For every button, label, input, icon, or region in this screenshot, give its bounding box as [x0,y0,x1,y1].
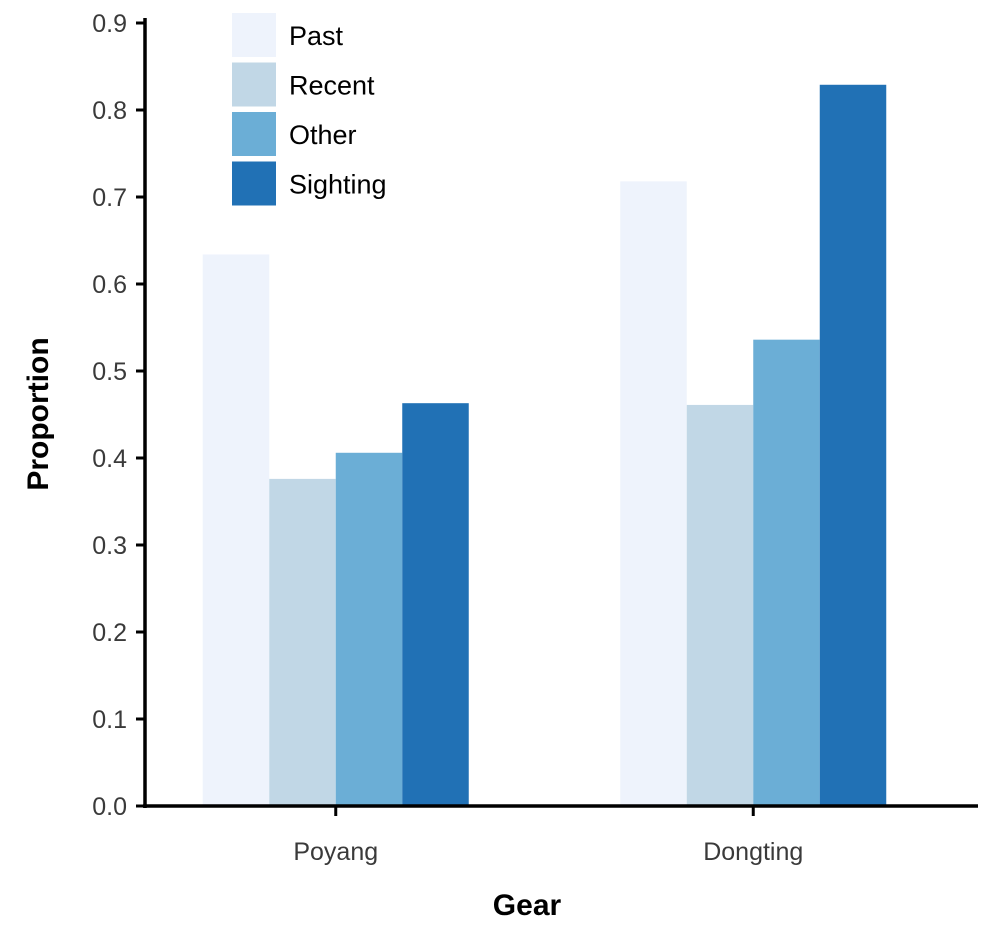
y-tick-label: 0.4 [92,445,127,473]
bar-poyang-sighting [402,403,469,806]
bars-group [202,84,887,807]
y-tick-label: 0.0 [92,793,127,821]
legend-swatch-sighting [232,161,276,206]
bar-poyang-other [335,452,403,806]
y-tick-label: 0.6 [92,271,127,299]
legend-label-past: Past [289,21,344,51]
legend-label-recent: Recent [289,71,375,101]
bar-dongting-other [753,339,820,806]
y-tick-label: 0.1 [92,706,127,734]
x-tick-label: Poyang [293,838,378,866]
x-axis-title: Gear [493,889,562,922]
x-tick-label: Dongting [703,838,803,866]
y-axis: 0.0 0.1 0.2 0.3 0.4 0.5 0.6 0.7 0.8 0.9 [92,10,147,821]
y-tick-label: 0.9 [92,10,127,38]
legend: Past Recent Other Sighting [232,13,387,206]
bar-dongting-recent [686,404,754,806]
y-tick-label: 0.8 [92,97,127,125]
y-tick-label: 0.5 [92,358,127,386]
bar-dongting-sighting [819,84,887,806]
legend-label-sighting: Sighting [289,170,387,200]
y-axis-title: Proportion [22,337,55,490]
bar-dongting-past [620,181,687,807]
legend-swatch-past [232,13,276,57]
legend-swatch-other [232,112,276,156]
bar-poyang-recent [269,478,336,806]
y-tick-label: 0.7 [92,184,127,212]
bar-poyang-past [202,254,270,807]
y-tick-label: 0.3 [92,532,127,560]
legend-swatch-recent [232,62,276,107]
legend-label-other: Other [289,120,357,150]
x-axis: Poyang Dongting [143,804,978,866]
y-tick-label: 0.2 [92,619,127,647]
